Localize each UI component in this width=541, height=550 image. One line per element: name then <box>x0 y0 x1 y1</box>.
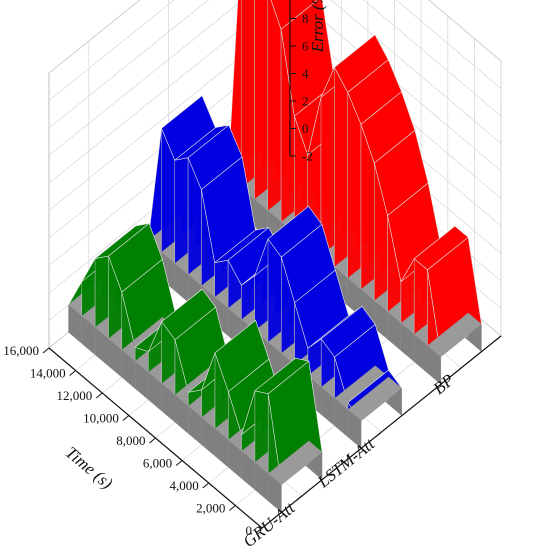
x-tick-label: 0 <box>246 523 253 538</box>
x-tick-label: 10,000 <box>83 411 119 426</box>
x-tick-label: 2,000 <box>196 501 225 516</box>
z-tick-label: 8 <box>302 11 309 26</box>
z-gridline <box>48 0 502 101</box>
x-tick-label: 8,000 <box>116 433 145 448</box>
z-axis-label: Error (%) <box>308 0 327 53</box>
series-sheet <box>334 67 348 279</box>
x-axis-label: Time (s) <box>62 443 117 493</box>
series-base-top <box>427 312 482 357</box>
z-gridline <box>48 0 502 184</box>
z-gridline <box>48 0 502 156</box>
z-gridline <box>48 0 502 74</box>
x-tick <box>175 460 183 466</box>
x-tick <box>255 527 263 534</box>
x-tick <box>122 415 130 421</box>
series-base-top <box>347 376 403 421</box>
x-tick <box>69 370 76 376</box>
z-tick-label: 0 <box>302 121 309 136</box>
series-group <box>68 222 323 513</box>
x-tick-label: 16,000 <box>3 343 39 358</box>
x-tick <box>202 482 210 489</box>
x-tick <box>42 347 50 354</box>
z-tick-label: 4 <box>302 66 309 81</box>
x-tick <box>149 437 156 444</box>
x-tick-label: 12,000 <box>57 388 93 403</box>
category-tick <box>295 495 303 502</box>
category-tick <box>454 367 462 374</box>
series-base-top <box>267 440 323 485</box>
x-tick-label: 14,000 <box>30 366 66 381</box>
x-tick-label: 6,000 <box>143 456 172 471</box>
x-tick-label: 4,000 <box>170 478 199 493</box>
series-layer <box>68 0 482 513</box>
z-tick-label: 6 <box>302 39 309 54</box>
z-tick-label: 2 <box>302 94 309 109</box>
series-sheet <box>254 0 269 212</box>
category-tick <box>375 431 382 438</box>
series-sheet <box>347 92 362 290</box>
series-sheet <box>267 0 282 223</box>
z-gridline <box>48 0 502 129</box>
series-group <box>147 95 403 449</box>
z-tick-label: -2 <box>302 149 313 164</box>
x-tick <box>95 392 103 399</box>
x-tick <box>229 505 236 511</box>
